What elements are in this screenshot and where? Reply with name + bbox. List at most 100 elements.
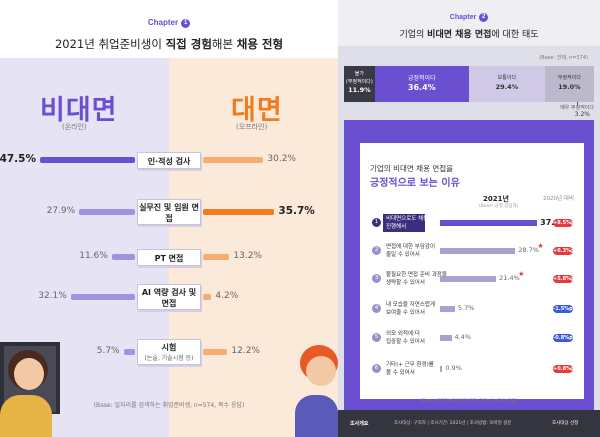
reason-value: 21.4% <box>499 274 520 282</box>
reason-text-line: 집중할 수 있어서 <box>386 338 425 345</box>
title-bold: 채용 전형 <box>236 37 284 51</box>
info-right: 조사대상 선정 <box>552 421 579 426</box>
col-year: 2021년 <box>483 195 509 203</box>
reason-bar <box>440 276 497 282</box>
change-badge: -1.5%p <box>553 305 573 313</box>
reason-bar <box>440 335 452 341</box>
person-face-right <box>306 356 336 386</box>
category-text: 시험 <box>161 343 177 352</box>
reason-value: 0.9% <box>445 364 462 372</box>
attitude-label-line: 29.4% <box>495 83 519 91</box>
chapter-number: 1 <box>181 19 191 28</box>
category-text: 실무진 및 임원 면접 <box>139 203 199 223</box>
title-bold: 직접 경험 <box>165 37 212 51</box>
reason-text: 외모 외적에 더 집중할 수 있어서 <box>386 331 425 346</box>
attitude-label-line: 36.4% <box>407 83 436 92</box>
offline-bar <box>203 349 228 355</box>
offline-value: 35.7% <box>278 205 315 217</box>
reason-text-line: 면접에 대한 부담감이 <box>386 244 436 250</box>
attitude-label: 보통이다 29.4% <box>469 74 545 92</box>
reason-text-line: 비대면으로도 채용을 <box>386 216 434 222</box>
attitude-segment: 긍정적이다 36.4% <box>374 66 469 102</box>
attitude-base: (Base: 전체, n=574) <box>539 55 588 61</box>
reason-number: 3 <box>372 274 381 283</box>
title-part: 2021년 취업준비생이 <box>54 37 166 51</box>
online-value: 32.1% <box>38 291 67 301</box>
offline-value: 13.2% <box>233 251 262 261</box>
offline-value: 4.2% <box>215 291 239 301</box>
change-badge: -0.8%p <box>553 334 573 342</box>
offline-bar <box>203 254 230 260</box>
offline-header: 대면 <box>231 95 283 126</box>
reason-number: 6 <box>372 364 381 373</box>
online-bar <box>79 209 135 215</box>
title-part: 해본 <box>211 37 237 51</box>
col-prev: 2020년 대비 <box>543 196 574 202</box>
reason-number: 4 <box>372 304 381 313</box>
reason-text-line: 내 모습을 자연스럽게 <box>386 302 436 308</box>
reason-value: 28.7% <box>518 246 539 254</box>
online-value: 27.9% <box>46 206 76 216</box>
attitude-extra-tick <box>577 102 578 105</box>
online-value: 11.6% <box>79 251 108 261</box>
offline-bar <box>203 209 275 215</box>
attitude-label-line: 불가 <box>354 71 364 77</box>
chapter-text: Chapter <box>147 18 179 27</box>
reason-text-line: 진행해서 <box>386 223 407 230</box>
reason-bar <box>440 366 443 372</box>
category-text: AI 역량 검사 및 면접 <box>141 288 197 308</box>
reason-text: 내 모습을 자연스럽게 보여줄 수 있어서 <box>386 302 435 317</box>
attitude-segment: 부정적이다 19.0% <box>544 66 594 102</box>
category-label: PT 면접 <box>137 248 201 266</box>
offline-subheader: (오프라인) <box>236 123 268 131</box>
reason-text: 면접에 대한 부담감이 줄일 수 있어서 <box>386 244 435 259</box>
online-bar <box>111 254 135 260</box>
reason-text-line: 보여줄 수 있어서 <box>386 309 425 316</box>
change-badge: +6.3%p <box>553 247 575 255</box>
attitude-extra-value: 3.2% <box>574 111 590 118</box>
category-text: PT 면접 <box>154 253 184 263</box>
attitude-label-line: (부정적이다) <box>345 79 373 85</box>
reason-text: 비대면으로도 채용을 진행해서 <box>386 216 433 231</box>
offline-bar <box>203 157 264 163</box>
left-panel: Chapter 1 2021년 취업준비생이 직접 경험해본 채용 전형 비대면 … <box>0 18 338 437</box>
offline-value: 12.2% <box>231 346 260 356</box>
right-footnote: (Base: 비대면 채용면접 긍정, 단위: %, 복수 응답) <box>420 399 518 404</box>
attitude-label: 긍정적이다 36.4% <box>375 74 469 92</box>
reason-text: 기타(+ 근무 환경)를 볼 수 있어서 <box>386 362 434 377</box>
attitude-label-line: 19.0% <box>558 83 581 91</box>
reason-text-line: 불필요한 면접 준비 과정을 <box>386 272 447 278</box>
reason-number: 2 <box>372 246 381 255</box>
chapter-1-label: Chapter 1 <box>0 18 338 28</box>
reason-value: 4.4% <box>454 333 472 341</box>
attitude-label-line: 보통이다 <box>497 75 517 81</box>
reason-number: 5 <box>372 333 381 342</box>
reason-text-line: 생략할 수 있어서 <box>386 279 425 286</box>
reason-bar <box>440 248 516 254</box>
attitude-label-line: 긍정적이다 <box>407 75 436 82</box>
person-body-right <box>295 395 338 437</box>
left-footnote: (Base: 일자리를 검색하는 취업준비생, n=574, 복수 응답) <box>93 402 245 409</box>
reason-text-line: 줄일 수 있어서 <box>386 251 420 258</box>
attitude-bar: 불가 (부정적이다) 11.9% 긍정적이다 36.4% 보통이다 29.4% 부정적이다 19… <box>344 66 594 118</box>
attitude-label-line: 11.9% <box>348 86 371 94</box>
person-face-left <box>14 358 44 390</box>
reasons-card <box>360 143 584 399</box>
category-label: 인·적성 검사 <box>137 151 201 169</box>
chapter-number: 2 <box>479 13 489 22</box>
chapter-2-label: Chapter 2 <box>338 13 600 22</box>
category-subtext: (논술, 기술시험 등) <box>144 355 194 362</box>
online-value: 5.7% <box>96 346 120 356</box>
attitude-label: 불가 (부정적이다) 11.9% <box>344 70 375 94</box>
attitude-label: 부정적이다 19.0% <box>545 74 594 92</box>
attitude-segment: 불가 (부정적이다) 11.9% <box>344 66 375 102</box>
online-bar <box>40 157 135 163</box>
title-part: 에 대한 태도 <box>491 30 539 40</box>
reason-star: ★ <box>518 270 525 278</box>
offline-bar <box>203 294 212 300</box>
category-label: 시험 (논술, 기술시험 등) <box>137 339 201 365</box>
person-body-left <box>0 395 52 437</box>
category-text: 인·적성 검사 <box>147 156 191 166</box>
online-bar <box>70 294 135 300</box>
